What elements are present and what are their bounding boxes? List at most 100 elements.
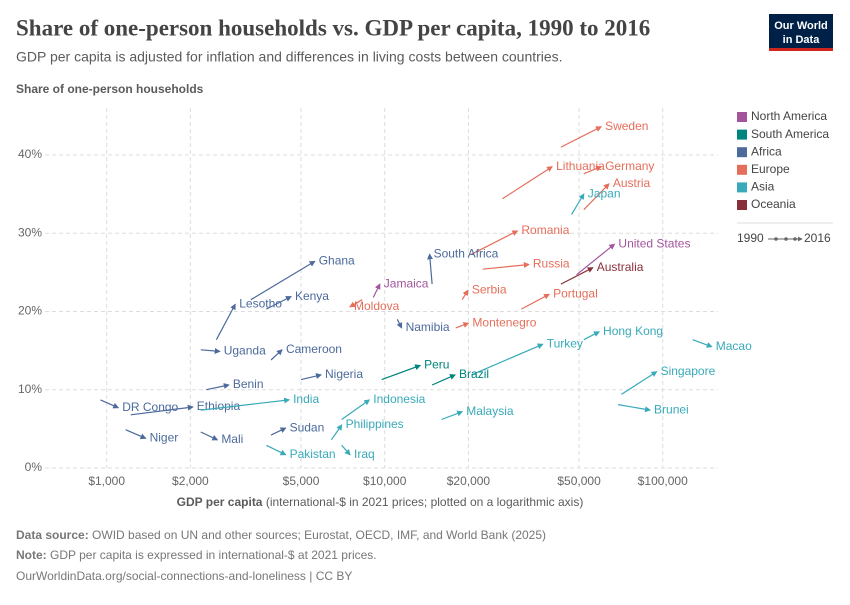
trajectory bbox=[692, 339, 713, 348]
country-label: Sweden bbox=[605, 119, 648, 133]
note-label: Note: bbox=[16, 548, 47, 562]
trajectory bbox=[215, 303, 236, 340]
trajectory bbox=[250, 260, 316, 301]
trajectory bbox=[330, 424, 343, 441]
trajectory bbox=[200, 347, 221, 354]
trajectory bbox=[431, 374, 456, 386]
subtitle: GDP per capita is adjusted for inflation… bbox=[16, 49, 563, 65]
trajectory bbox=[455, 322, 470, 329]
country-label: Japan bbox=[588, 186, 621, 200]
chart-title: Share of one-person households vs. GDP p… bbox=[16, 15, 650, 40]
trajectory bbox=[266, 444, 287, 456]
trajectory bbox=[471, 230, 519, 255]
trajectory bbox=[349, 299, 363, 308]
country-label: Nigeria bbox=[325, 367, 363, 381]
x-axis-label: GDP per capita (international-$ in 2021 … bbox=[177, 495, 584, 509]
trajectory bbox=[471, 343, 544, 376]
time-legend-dot bbox=[793, 237, 797, 241]
y-tick-label: 10% bbox=[18, 382, 42, 396]
trajectory bbox=[200, 431, 219, 441]
trajectory bbox=[583, 331, 600, 341]
x-tick-label: $10,000 bbox=[363, 474, 407, 488]
trajectory bbox=[583, 165, 603, 175]
y-axis-label: Share of one-person households bbox=[16, 82, 204, 96]
time-legend-dot bbox=[774, 237, 778, 241]
country-label: Austria bbox=[613, 176, 651, 190]
note: Note: GDP per capita is expressed in int… bbox=[16, 548, 377, 562]
logo-bar bbox=[769, 48, 833, 51]
trajectory bbox=[560, 126, 602, 148]
legend-label: Oceania bbox=[751, 197, 796, 211]
country-label: Lithuania bbox=[556, 159, 605, 173]
trajectory bbox=[341, 399, 371, 420]
country-label: Indonesia bbox=[373, 392, 425, 406]
trajectory bbox=[130, 404, 194, 416]
x-tick-label: $2,000 bbox=[172, 474, 209, 488]
x-axis-label-rest: (international-$ in 2021 prices; plotted… bbox=[262, 495, 583, 509]
country-label: Benin bbox=[233, 377, 264, 391]
x-tick-label: $20,000 bbox=[447, 474, 491, 488]
source: Data source: OWID based on UN and other … bbox=[16, 528, 546, 542]
legend-label: South America bbox=[751, 127, 829, 141]
x-tick-label: $1,000 bbox=[88, 474, 125, 488]
trajectory bbox=[560, 267, 594, 285]
logo-text: Our World bbox=[774, 20, 828, 32]
country-label: Romania bbox=[521, 223, 569, 237]
country-label: Moldova bbox=[354, 299, 400, 313]
country-label: Macao bbox=[716, 339, 752, 353]
country-label: Russia bbox=[533, 257, 570, 271]
note-text: GDP per capita is expressed in internati… bbox=[47, 548, 377, 562]
trajectory bbox=[341, 444, 351, 456]
legend-swatch bbox=[737, 164, 747, 175]
legend-label: North America bbox=[751, 109, 827, 123]
country-label: Hong Kong bbox=[603, 324, 663, 338]
legend-label: Africa bbox=[751, 144, 782, 158]
trajectory bbox=[617, 404, 651, 413]
legend-label: Europe bbox=[751, 162, 790, 176]
trajectory bbox=[270, 427, 287, 436]
trajectory bbox=[125, 429, 147, 440]
trajectory bbox=[521, 293, 550, 310]
country-label: Australia bbox=[597, 260, 644, 274]
y-tick-label: 20% bbox=[18, 304, 42, 318]
url: OurWorldinData.org/social-connections-an… bbox=[16, 569, 352, 583]
trajectory bbox=[461, 289, 469, 301]
country-label: Pakistan bbox=[290, 447, 336, 461]
country-label: Malaysia bbox=[466, 404, 514, 418]
x-tick-label: $100,000 bbox=[638, 474, 688, 488]
country-label: India bbox=[293, 392, 319, 406]
y-tick-label: 30% bbox=[18, 225, 42, 239]
trajectory bbox=[482, 262, 530, 270]
country-label: Montenegro bbox=[472, 315, 536, 329]
source-text: OWID based on UN and other sources; Euro… bbox=[89, 528, 546, 542]
legend-swatch bbox=[737, 129, 747, 140]
source-label: Data source: bbox=[16, 528, 89, 542]
trajectory bbox=[270, 349, 283, 361]
country-label: South Africa bbox=[434, 247, 499, 261]
country-label: Lesotho bbox=[239, 297, 282, 311]
country-label: Serbia bbox=[472, 283, 507, 297]
trajectory bbox=[300, 373, 322, 381]
country-label: Mali bbox=[221, 432, 243, 446]
trajectory bbox=[441, 410, 464, 421]
y-tick-label: 40% bbox=[18, 147, 42, 161]
country-label: Brunei bbox=[654, 402, 689, 416]
logo-text: in Data bbox=[783, 34, 821, 46]
x-axis-label-bold: GDP per capita bbox=[177, 495, 263, 509]
country-label: Kenya bbox=[295, 289, 329, 303]
country-label: Philippines bbox=[346, 417, 404, 431]
trajectory bbox=[372, 283, 381, 298]
trajectory bbox=[583, 183, 610, 211]
trajectory bbox=[200, 397, 291, 411]
legend-swatch bbox=[737, 182, 747, 193]
country-label: Jamaica bbox=[384, 276, 429, 290]
time-legend-start: 1990 bbox=[737, 231, 764, 245]
country-label: Niger bbox=[150, 430, 179, 444]
legend-swatch bbox=[737, 112, 747, 122]
country-label: Namibia bbox=[406, 320, 450, 334]
x-tick-label: $50,000 bbox=[557, 474, 601, 488]
country-label: Uganda bbox=[224, 344, 266, 358]
trajectory bbox=[576, 243, 616, 276]
logo-box bbox=[769, 14, 833, 50]
